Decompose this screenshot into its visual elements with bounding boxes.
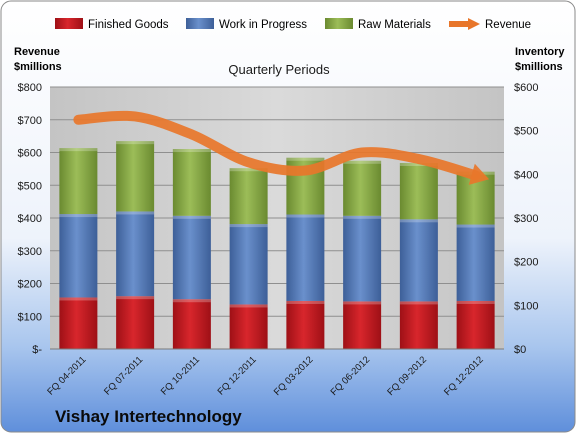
left-axis-title-line1: Revenue (14, 46, 60, 58)
left-tick-label: $100 (18, 311, 42, 323)
bar-segment-highlight (59, 297, 98, 301)
bars (59, 141, 495, 349)
bar-segment-highlight (343, 301, 382, 305)
bar-raw-materials (59, 148, 98, 215)
bar-work-in-progress (399, 219, 438, 302)
bar-finished-goods (59, 297, 98, 349)
legend-label: Work in Progress (219, 19, 307, 31)
bar-segment-highlight (116, 211, 155, 215)
right-tick-label: $200 (514, 257, 538, 269)
revenue-point (135, 116, 136, 117)
bar-finished-goods (116, 296, 155, 349)
revenue-point (362, 152, 363, 153)
bar-segment-highlight (286, 214, 325, 218)
left-tick-label: $- (32, 344, 42, 356)
bar-raw-materials (116, 141, 155, 212)
bar-raw-materials (172, 149, 211, 216)
bar-finished-goods (172, 299, 211, 349)
legend-arrow-icon (468, 18, 480, 30)
bar-work-in-progress (116, 211, 155, 297)
left-tick-label: $800 (18, 82, 42, 94)
legend-swatch (325, 18, 353, 29)
bar-finished-goods (229, 304, 268, 349)
bar-segment-highlight (456, 224, 495, 228)
bar-work-in-progress (59, 214, 98, 298)
revenue-point (475, 175, 476, 176)
right-tick-label: $0 (514, 344, 526, 356)
legend-item-raw-materials: Raw Materials (325, 18, 431, 31)
bar-segment-highlight (229, 304, 268, 308)
bar-finished-goods (456, 300, 495, 349)
legend-item-revenue: Revenue (449, 18, 531, 31)
bar-segment-highlight (286, 300, 325, 304)
revenue-line-arrowhead (468, 163, 490, 185)
legend-swatch (186, 18, 214, 29)
bar-finished-goods (286, 300, 325, 349)
bar-segment-highlight (116, 296, 155, 300)
legend-label: Finished Goods (88, 19, 169, 31)
bar-finished-goods (399, 301, 438, 349)
bar-segment-highlight (229, 224, 268, 228)
right-axis-title-line1: Inventory (515, 46, 565, 58)
bar-work-in-progress (456, 224, 495, 301)
right-tick-label: $300 (514, 213, 538, 225)
legend: Finished Goods Work in Progress Raw Mate… (55, 18, 531, 31)
revenue-point (78, 119, 79, 120)
bar-work-in-progress (343, 215, 382, 302)
revenue-point (191, 134, 192, 135)
bar-work-in-progress (286, 214, 325, 301)
legend-item-work-in-progress: Work in Progress (186, 18, 307, 31)
left-tick-label: $300 (18, 246, 42, 258)
right-tick-label: $100 (514, 300, 538, 312)
legend-label: Revenue (485, 19, 531, 31)
right-tick-label: $500 (514, 126, 538, 138)
bar-segment-highlight (286, 157, 325, 161)
bar-segment-highlight (59, 148, 98, 152)
revenue-point (418, 159, 419, 160)
bar-segment-highlight (343, 160, 382, 164)
legend-label: Raw Materials (358, 19, 431, 31)
company-name: Vishay Intertechnology (55, 407, 242, 426)
left-tick-label: $500 (18, 180, 42, 192)
bar-segment-highlight (229, 168, 268, 172)
right-axis-ticks: $0 $100 $200 $300 $400 $500 $600 (514, 82, 538, 356)
bar-raw-materials (343, 160, 382, 216)
right-tick-label: $400 (514, 169, 538, 181)
bar-segment-highlight (456, 300, 495, 304)
bar-raw-materials (399, 162, 438, 220)
bar-segment-highlight (172, 215, 211, 219)
bar-segment-highlight (172, 299, 211, 303)
bar-segment-highlight (116, 141, 155, 145)
left-tick-label: $600 (18, 148, 42, 160)
legend-item-finished-goods: Finished Goods (55, 18, 169, 31)
bar-segment-highlight (59, 214, 98, 218)
revenue-line-path (73, 110, 481, 181)
left-tick-label: $200 (18, 279, 42, 291)
bar-segment-highlight (399, 301, 438, 305)
legend-swatch (55, 18, 83, 29)
bar-finished-goods (343, 301, 382, 349)
revenue-line (73, 110, 490, 185)
left-tick-label: $700 (18, 115, 42, 127)
bar-work-in-progress (229, 224, 268, 305)
left-tick-label: $400 (18, 213, 42, 225)
revenue-point (305, 170, 306, 171)
bar-work-in-progress (172, 215, 211, 300)
revenue-point (248, 162, 249, 163)
bar-segment-highlight (343, 215, 382, 219)
right-axis-title-line2: $millions (515, 61, 563, 73)
left-axis-title-line2: $millions (14, 61, 62, 73)
plot-title: Quarterly Periods (228, 62, 330, 77)
bar-segment-highlight (399, 219, 438, 223)
left-axis-ticks: $- $100 $200 $300 $400 $500 $600 $700 $800 (18, 82, 43, 356)
bar-segment-highlight (172, 149, 211, 153)
bar-segment-highlight (399, 162, 438, 166)
bar-raw-materials (229, 168, 268, 225)
right-tick-label: $600 (514, 82, 538, 94)
